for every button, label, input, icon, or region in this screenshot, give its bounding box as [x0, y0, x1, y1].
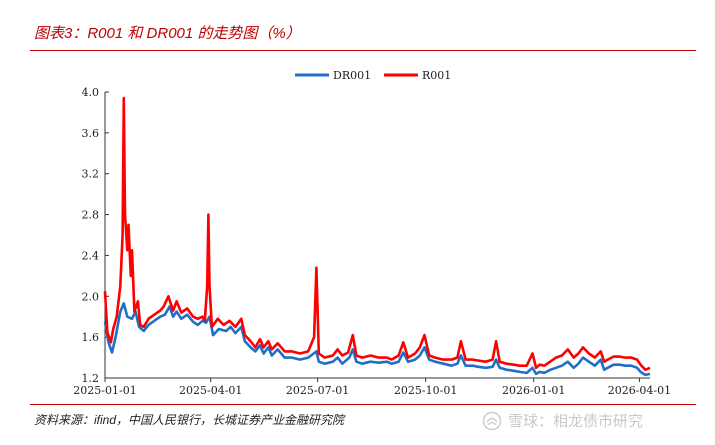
chart-series: [103, 96, 651, 377]
y-tick-label: 2.4: [82, 249, 100, 262]
y-tick-label: 1.6: [82, 331, 100, 344]
chart-legend: DR001 R001: [295, 69, 451, 82]
watermark: 雪球：相龙债市研究: [482, 410, 643, 431]
y-tick-label: 2.0: [82, 290, 100, 303]
series-line-dr001: [103, 302, 651, 377]
series-line-r001: [103, 96, 651, 372]
x-tick-label: 2025-10-01: [394, 384, 457, 397]
y-tick-label: 4.0: [82, 86, 100, 99]
y-tick-label: 3.2: [82, 168, 100, 181]
title-divider: [30, 50, 696, 51]
y-tick-label: 3.6: [82, 127, 100, 140]
x-tick-label: 2025-01-01: [73, 384, 136, 397]
footer-divider: [30, 404, 696, 405]
x-tick-label: 2025-07-01: [286, 384, 349, 397]
x-tick-label: 2026-04-01: [608, 384, 671, 397]
watermark-text: 雪球：相龙债市研究: [508, 413, 644, 430]
legend-label-r001: R001: [422, 69, 451, 82]
xueqiu-logo-icon: [482, 411, 502, 430]
y-tick-label: 1.2: [82, 372, 100, 385]
y-tick-label: 2.8: [82, 209, 100, 222]
x-tick-label: 2026-01-01: [502, 384, 565, 397]
legend-label-dr001: DR001: [333, 69, 371, 82]
figure-title: 图表3：R001 和 DR001 的走势图（%）: [34, 25, 301, 42]
source-note: 资料来源：ifind，中国人民银行，长城证券产业金融研究院: [34, 413, 345, 427]
x-tick-label: 2025-04-01: [179, 384, 242, 397]
